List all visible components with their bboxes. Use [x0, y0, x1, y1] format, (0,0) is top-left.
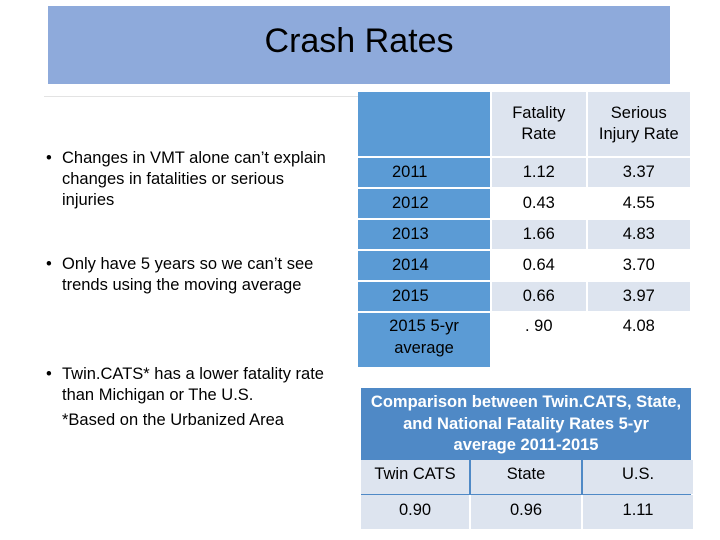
injury-cell: 3.37 [586, 157, 693, 189]
year-cell: 2014 [358, 250, 493, 282]
comparison-value-us: 1.11 [583, 495, 693, 529]
year-cell: 2015 [358, 281, 493, 313]
fatality-cell: 1.66 [491, 219, 588, 251]
average-fatality-cell: . 90 [491, 312, 588, 369]
header-corner [358, 92, 493, 158]
injury-cell: 4.83 [586, 219, 693, 251]
header-fatality-rate: Fatality Rate [491, 92, 588, 158]
table-row-average: 2015 5-yr average . 90 4.08 [358, 312, 693, 369]
table-header-row: Fatality Rate Serious Injury Rate [358, 92, 693, 158]
fatality-cell: 0.66 [491, 281, 588, 313]
bullet-text: Changes in VMT alone can’t explain chang… [62, 149, 326, 209]
year-cell: 2013 [358, 219, 493, 251]
crash-rates-table: Fatality Rate Serious Injury Rate 2011 1.1… [358, 92, 693, 369]
bullet-marker: • [46, 149, 52, 167]
header-serious-injury-rate: Serious Injury Rate [586, 92, 693, 158]
bullet-item: • Changes in VMT alone can’t explain cha… [46, 148, 336, 211]
year-cell: 2012 [358, 188, 493, 220]
table-row: 2011 1.12 3.37 [358, 157, 693, 189]
fatality-cell: 1.12 [491, 157, 588, 189]
injury-cell: 4.55 [586, 188, 693, 220]
comparison-header-us: U.S. [583, 460, 693, 494]
title-bar: Crash Rates [48, 6, 670, 84]
table-row: 2013 1.66 4.83 [358, 219, 693, 251]
page-title: Crash Rates [264, 21, 454, 60]
injury-cell: 3.70 [586, 250, 693, 282]
comparison-header-state: State [471, 460, 581, 494]
bullet-marker: • [46, 365, 52, 383]
comparison-value-twincats: 0.90 [361, 495, 469, 529]
average-injury-cell: 4.08 [586, 312, 693, 369]
injury-cell: 3.97 [586, 281, 693, 313]
footnote: *Based on the Urbanized Area [62, 411, 284, 429]
fatality-cell: 0.43 [491, 188, 588, 220]
table-row: 2014 0.64 3.70 [358, 250, 693, 282]
table-row: 2012 0.43 4.55 [358, 188, 693, 220]
bullet-text: Twin.CATS* has a lower fatality rate tha… [62, 365, 324, 404]
bullet-item: • Twin.CATS* has a lower fatality rate t… [46, 364, 336, 406]
bullet-marker: • [46, 255, 52, 273]
bullet-item: • Only have 5 years so we can’t see tren… [46, 254, 336, 296]
comparison-title: Comparison between Twin.CATS, State, and… [370, 393, 682, 454]
year-cell: 2011 [358, 157, 493, 189]
table-row: 2015 0.66 3.97 [358, 281, 693, 313]
fatality-cell: 0.64 [491, 250, 588, 282]
average-label-cell: 2015 5-yr average [358, 312, 493, 369]
comparison-value-state: 0.96 [471, 495, 581, 529]
divider [44, 96, 670, 97]
bullet-text: Only have 5 years so we can’t see trends… [62, 255, 314, 294]
comparison-header-twincats: Twin CATS [361, 460, 469, 494]
